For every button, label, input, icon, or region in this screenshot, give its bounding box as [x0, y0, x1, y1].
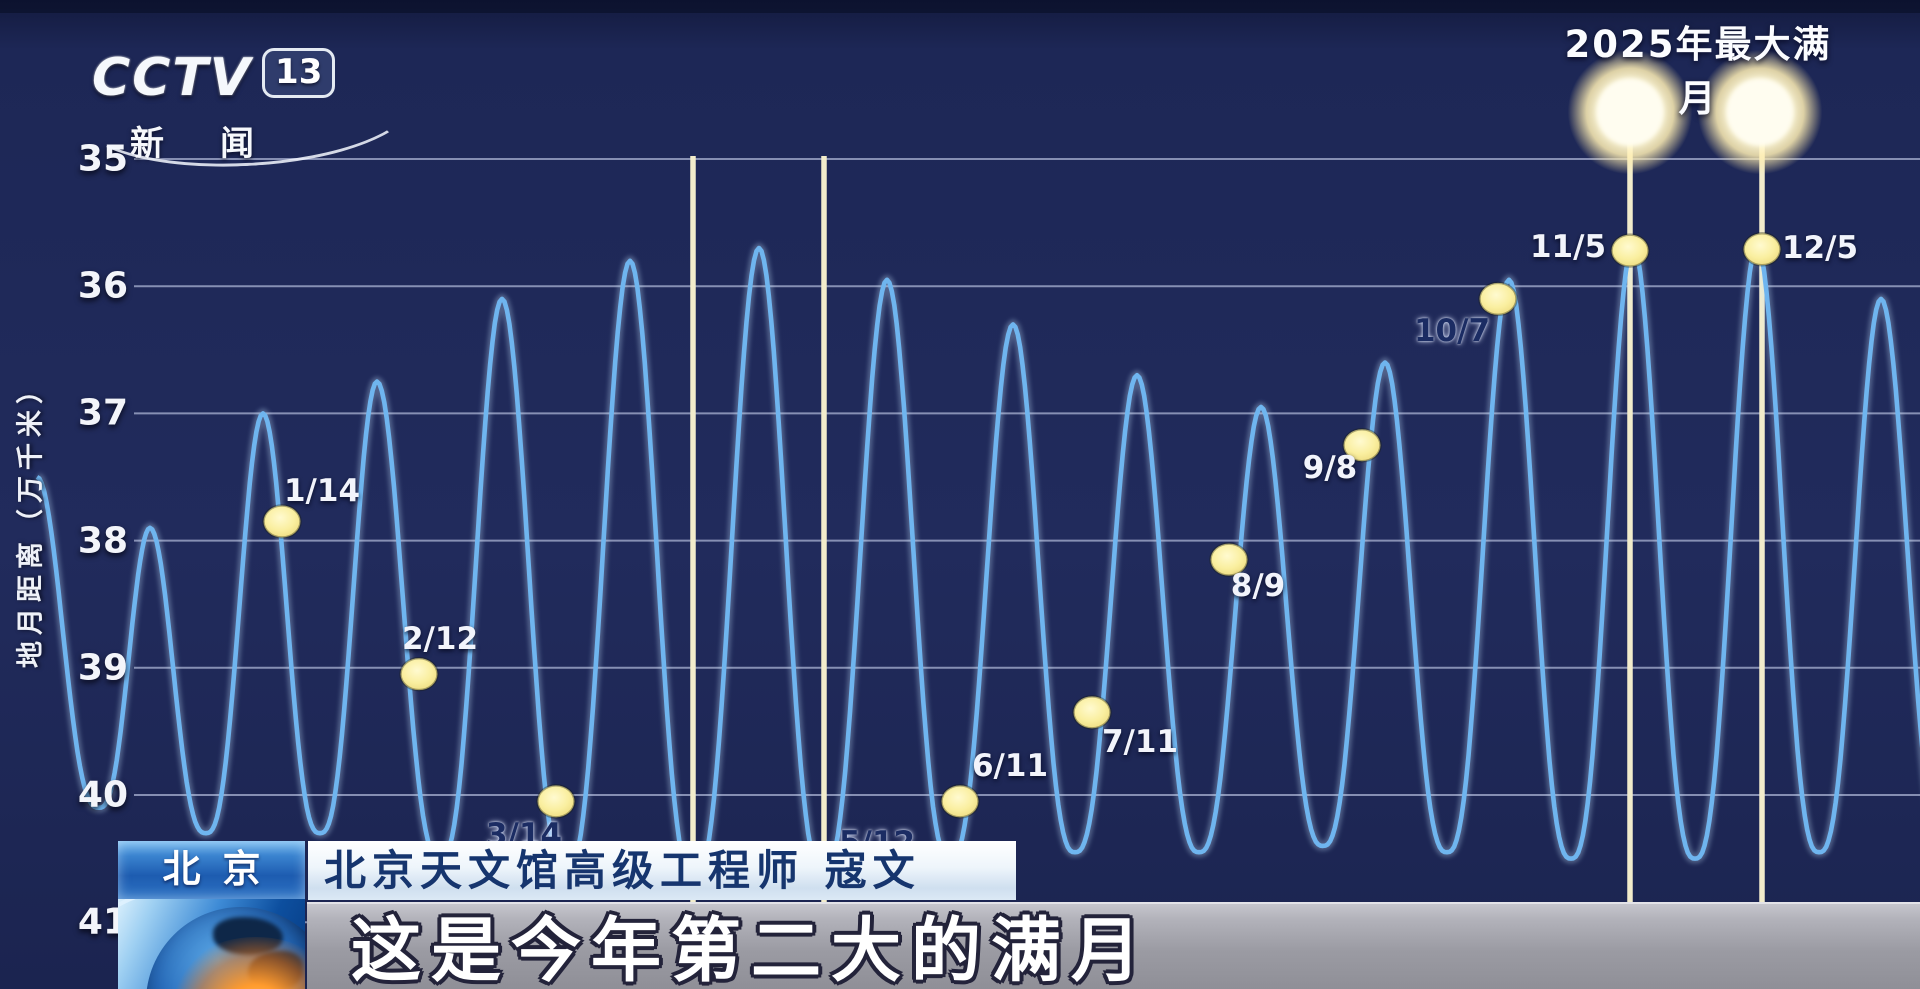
full-moon-dot — [399, 656, 439, 692]
full-moon-dot — [536, 784, 576, 819]
channel-name: 新闻 — [130, 124, 310, 164]
distance-curve-line — [35, 243, 1920, 880]
moon-icon — [1596, 78, 1664, 146]
distance-curve-glow — [34, 240, 1920, 883]
big-moon-icons — [1567, 49, 1823, 175]
full-moon-dot — [1209, 542, 1249, 577]
full-moon-dot — [940, 784, 980, 819]
full-moon-markers — [262, 232, 1782, 819]
full-moon-dot — [1478, 281, 1518, 317]
channel-number-badge: 13 — [262, 48, 336, 98]
full-moon-dot — [1742, 232, 1782, 267]
full-moon-dot — [262, 504, 302, 539]
channel-logo: CCTV 13 新闻 — [75, 43, 417, 175]
full-moon-dot — [1072, 695, 1112, 730]
full-moon-dot — [1610, 233, 1650, 268]
full-moon-dot — [1342, 427, 1382, 463]
moon-icon — [1726, 78, 1794, 146]
frame-top-edge — [0, 0, 1920, 13]
distance-curve — [34, 240, 1920, 883]
